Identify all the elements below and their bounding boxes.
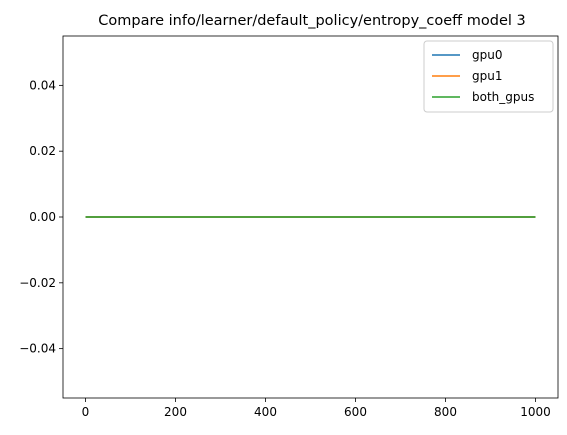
x-tick-label: 600 bbox=[344, 405, 367, 419]
y-tick-label: 0.00 bbox=[29, 210, 56, 224]
legend-label-gpu1: gpu1 bbox=[472, 69, 502, 83]
x-tick-label: 200 bbox=[164, 405, 187, 419]
x-tick-label: 800 bbox=[434, 405, 457, 419]
y-axis: −0.04 −0.02 0.00 0.02 0.04 bbox=[19, 78, 63, 356]
x-tick-label: 1000 bbox=[520, 405, 551, 419]
y-tick-label: 0.02 bbox=[29, 144, 56, 158]
legend-label-both_gpus: both_gpus bbox=[472, 90, 534, 104]
y-tick-label: −0.04 bbox=[19, 342, 56, 356]
y-tick-label: 0.04 bbox=[29, 78, 56, 92]
x-axis: 0 200 400 600 800 1000 bbox=[82, 398, 551, 419]
x-tick-label: 0 bbox=[82, 405, 90, 419]
x-tick-label: 400 bbox=[254, 405, 277, 419]
legend-box bbox=[423, 40, 554, 113]
chart-title: Compare info/learner/default_policy/entr… bbox=[98, 13, 526, 29]
legend: gpu0 gpu1 both_gpus bbox=[423, 40, 554, 113]
legend-label-gpu0: gpu0 bbox=[472, 48, 502, 62]
y-tick-label: −0.02 bbox=[19, 276, 56, 290]
